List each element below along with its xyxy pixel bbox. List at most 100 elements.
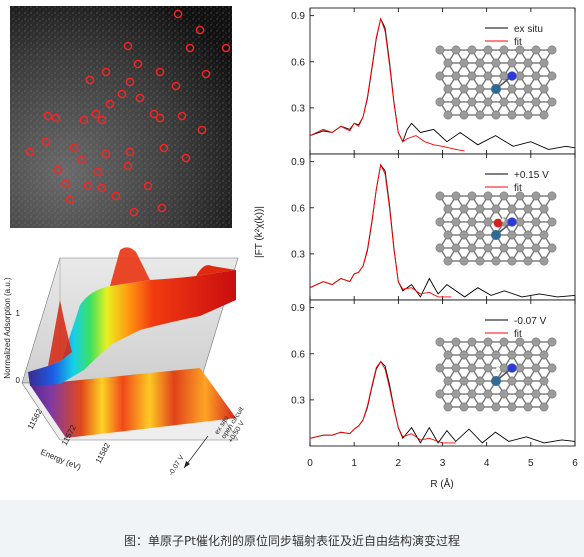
- carbon-atom: [499, 45, 509, 55]
- carbon-atom: [451, 191, 461, 201]
- carbon-atom: [507, 256, 517, 266]
- stem-marker: [41, 137, 51, 147]
- carbon-atom: [435, 191, 445, 201]
- carbon-atom: [443, 376, 453, 386]
- stem-marker: [91, 109, 101, 119]
- stem-marker: [149, 109, 159, 119]
- chart-ylabel: |FT (k²χ(k))|: [254, 206, 265, 258]
- carbon-atom: [451, 389, 461, 399]
- nitrogen-atom: [507, 363, 517, 373]
- carbon-atom: [539, 402, 549, 412]
- carbon-atom: [507, 58, 517, 68]
- ytick-label: 0.3: [291, 103, 305, 114]
- carbon-atom: [435, 217, 445, 227]
- carbon-atom: [547, 45, 557, 55]
- carbon-atom: [491, 110, 501, 120]
- stem-marker: [129, 207, 139, 217]
- fit-series-line: [309, 17, 465, 152]
- carbon-atom: [435, 389, 445, 399]
- carbon-atom: [475, 84, 485, 94]
- carbon-atom: [531, 71, 541, 81]
- carbon-atom: [531, 97, 541, 107]
- carbon-atom: [451, 71, 461, 81]
- carbon-atom: [467, 243, 477, 253]
- carbon-atom: [539, 58, 549, 68]
- pt-atom: [491, 376, 501, 386]
- surface-xlabel: Energy (eV): [39, 448, 82, 472]
- carbon-atom: [467, 97, 477, 107]
- carbon-atom: [547, 389, 557, 399]
- stem-marker: [61, 179, 71, 189]
- carbon-atom: [459, 110, 469, 120]
- surface-edge: [48, 300, 72, 366]
- stem-marker: [93, 167, 103, 177]
- carbon-atom: [451, 363, 461, 373]
- carbon-atom: [483, 217, 493, 227]
- carbon-atom: [531, 363, 541, 373]
- fit-series-line: [309, 360, 456, 444]
- carbon-atom: [483, 363, 493, 373]
- carbon-atom: [491, 402, 501, 412]
- stem-marker: [155, 67, 165, 77]
- carbon-atom: [467, 217, 477, 227]
- carbon-atom: [523, 204, 533, 214]
- carbon-atom: [483, 337, 493, 347]
- carbon-atom: [515, 389, 525, 399]
- carbon-atom: [499, 337, 509, 347]
- carbon-atom: [451, 97, 461, 107]
- surface-ytick-0: 0: [16, 376, 21, 385]
- nitrogen-atom: [507, 217, 517, 227]
- carbon-atom: [523, 110, 533, 120]
- stem-marker: [197, 125, 207, 135]
- carbon-atom: [539, 204, 549, 214]
- carbon-atom: [459, 376, 469, 386]
- stem-marker: [155, 113, 165, 123]
- carbon-atom: [547, 191, 557, 201]
- floor-projection-map: [30, 368, 236, 438]
- ytick-label: 0.6: [291, 203, 305, 214]
- xtick-label: 4: [484, 458, 490, 469]
- stem-single-atom-markers: [25, 9, 231, 217]
- carbon-atom: [499, 363, 509, 373]
- stem-marker: [135, 93, 145, 103]
- ytick-label: 0.3: [291, 395, 305, 406]
- stem-marker: [79, 115, 89, 125]
- stem-marker: [69, 143, 79, 153]
- carbon-atom: [491, 256, 501, 266]
- carbon-atom: [451, 243, 461, 253]
- carbon-atom: [483, 97, 493, 107]
- carbon-atom: [539, 84, 549, 94]
- carbon-atom: [499, 243, 509, 253]
- carbon-atom: [443, 204, 453, 214]
- stem-marker: [133, 59, 143, 69]
- carbon-atom: [515, 337, 525, 347]
- carbon-atom: [467, 363, 477, 373]
- carbon-atom: [467, 389, 477, 399]
- stem-marker: [171, 81, 181, 91]
- carbon-atom: [443, 230, 453, 240]
- carbon-atom: [499, 191, 509, 201]
- carbon-atom: [523, 58, 533, 68]
- stem-image: [10, 6, 232, 228]
- xtick-label: 6: [572, 458, 578, 469]
- stem-marker: [125, 147, 135, 157]
- carbon-atom: [523, 256, 533, 266]
- carbon-atom: [507, 110, 517, 120]
- carbon-atom: [475, 350, 485, 360]
- carbon-atom: [443, 256, 453, 266]
- carbon-atom: [483, 191, 493, 201]
- carbon-atom: [443, 110, 453, 120]
- figure-canvas: Normalized Adsorption (a.u.) 0 1 11562 1…: [3, 6, 578, 490]
- carbon-atom: [531, 389, 541, 399]
- carbon-atom: [507, 350, 517, 360]
- stem-marker: [101, 67, 111, 77]
- carbon-atom: [459, 402, 469, 412]
- carbon-atom: [483, 45, 493, 55]
- ytick-label: 0.9: [291, 11, 305, 22]
- exafs-chart: |FT (k²χ(k))| R (Å) 0.30.60.9ex situfit0…: [254, 7, 578, 490]
- carbon-atom: [507, 230, 517, 240]
- stem-marker: [117, 89, 127, 99]
- legend-label: ex situ: [514, 24, 543, 35]
- stem-marker: [97, 183, 107, 193]
- carbon-atom: [435, 363, 445, 373]
